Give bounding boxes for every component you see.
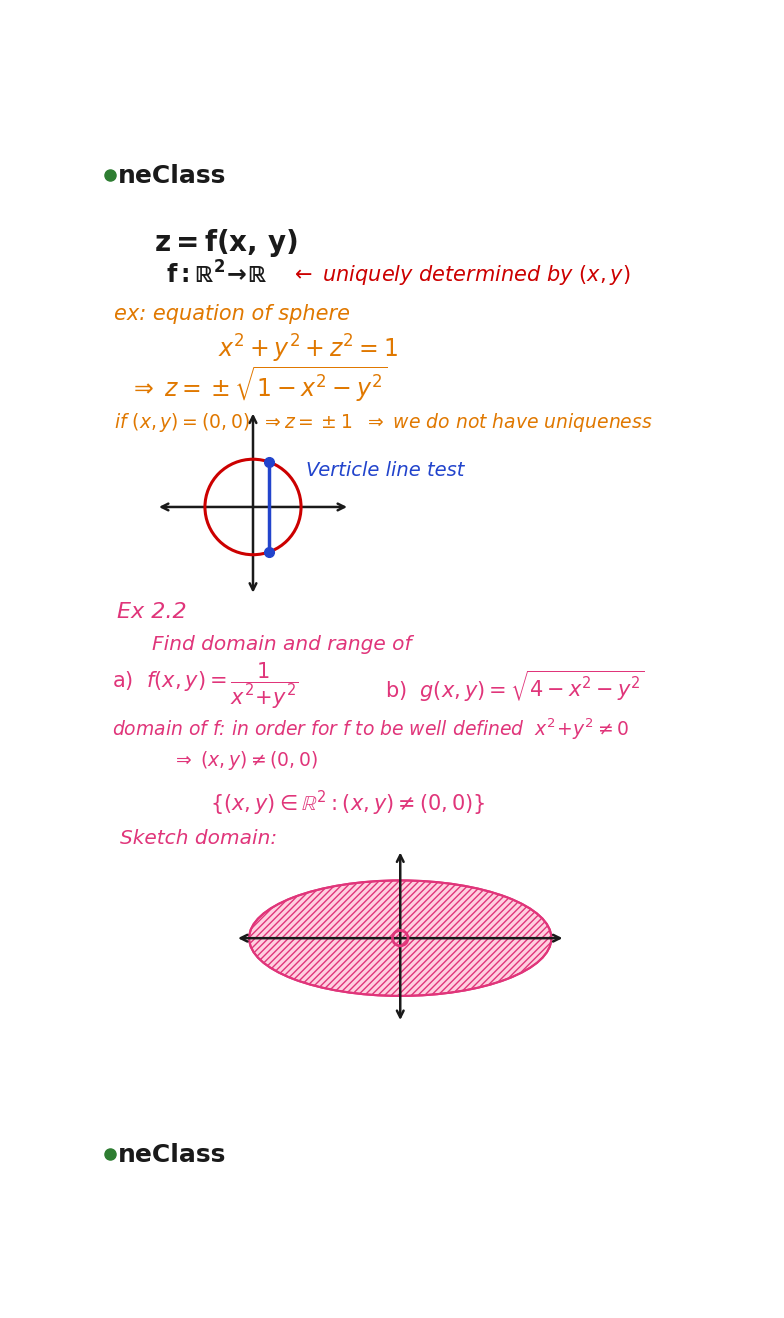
Text: a)  $f(x,y) = \dfrac{1}{x^2\!+\!y^2}$: a) $f(x,y) = \dfrac{1}{x^2\!+\!y^2}$ <box>112 662 298 712</box>
Ellipse shape <box>249 880 551 996</box>
Text: b)  $g(x,y) = \sqrt{4 - x^2 - y^2}$: b) $g(x,y) = \sqrt{4 - x^2 - y^2}$ <box>385 668 644 704</box>
Text: domain of f: in order for f to be well defined  $x^2\!+\!y^2 \neq 0$: domain of f: in order for f to be well d… <box>112 717 629 742</box>
Text: Sketch domain:: Sketch domain: <box>120 829 277 849</box>
Text: $\{(x,y) \in \mathbb{R}^2 : (x,y) \neq (0,0)\}$: $\{(x,y) \in \mathbb{R}^2 : (x,y) \neq (… <box>210 788 486 818</box>
Text: ex: equation of sphere: ex: equation of sphere <box>114 303 350 324</box>
Text: Find domain and range of: Find domain and range of <box>152 635 412 654</box>
Text: $\mathbf{f: \mathbb{R}^2 \!\rightarrow\! \mathbb{R}}$: $\mathbf{f: \mathbb{R}^2 \!\rightarrow\!… <box>166 261 267 289</box>
Text: neClass: neClass <box>118 1143 226 1166</box>
Text: $x^2 + y^2 + z^2 = 1$: $x^2 + y^2 + z^2 = 1$ <box>218 333 398 365</box>
Text: neClass: neClass <box>118 163 226 188</box>
Text: $\Rightarrow\; z = \pm\sqrt{1 - x^2 - y^2}$: $\Rightarrow\; z = \pm\sqrt{1 - x^2 - y^… <box>129 364 387 405</box>
Text: Verticle line test: Verticle line test <box>306 460 464 480</box>
Text: Ex 2.2: Ex 2.2 <box>118 602 187 622</box>
Text: $\leftarrow$ uniquely determined by $(x,y)$: $\leftarrow$ uniquely determined by $(x,… <box>290 264 631 287</box>
Text: $\Rightarrow\; (x,y) \neq (0,0)$: $\Rightarrow\; (x,y) \neq (0,0)$ <box>172 749 318 772</box>
Text: if $(x,y) = (0,0)$  $\Rightarrow z = \pm 1$  $\Rightarrow$ we do not have unique: if $(x,y) = (0,0)$ $\Rightarrow z = \pm … <box>114 411 652 434</box>
Text: $\mathbf{z = f(x,\,y)}$: $\mathbf{z = f(x,\,y)}$ <box>154 227 298 258</box>
